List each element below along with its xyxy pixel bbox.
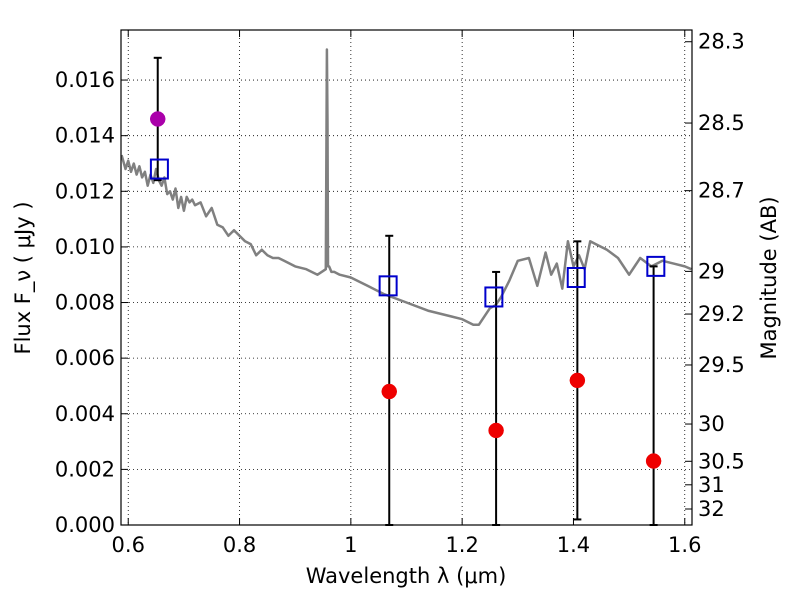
x-tick-label: 0.8: [223, 533, 256, 557]
x-tick-label: 1.4: [557, 533, 590, 557]
y-tick-label: 0.002: [55, 457, 115, 481]
y-tick-label: 0.016: [55, 68, 115, 92]
flux-point: [488, 422, 504, 439]
right-tick-label: 31: [698, 473, 725, 497]
right-axis-label: Magnitude (AB): [757, 196, 781, 359]
photometry-square: [378, 275, 398, 297]
right-tick-label: 28.3: [698, 30, 745, 54]
x-tick-label: 1.2: [445, 533, 478, 557]
y-tick-label: 0.006: [55, 346, 115, 370]
y-tick-label: 0.008: [55, 291, 115, 315]
right-tick-label: 29.2: [698, 302, 745, 326]
plot-frame: [120, 29, 693, 526]
x-tick-label: 0.6: [112, 533, 145, 557]
flux-point: [149, 111, 166, 127]
photometry-square: [566, 267, 586, 288]
right-tick-label: 29.5: [698, 353, 745, 377]
photometry-square: [149, 158, 169, 180]
series: [120, 48, 692, 526]
y-tick-label: 0.014: [55, 124, 115, 148]
right-tick-label: 29: [698, 259, 725, 283]
y-tick-label: 0.004: [55, 402, 115, 426]
x-axis-label: Wavelength λ (μm): [306, 564, 507, 588]
flux-point: [381, 383, 397, 400]
grid: [121, 30, 692, 526]
flux-point: [645, 453, 662, 469]
right-tick-label: 32: [698, 497, 725, 521]
y-tick-label: 0.010: [55, 235, 115, 259]
y-tick-label: 0.000: [55, 513, 115, 537]
y-axis-label: Flux F_ν ( μJy ): [11, 201, 36, 354]
flux-point: [569, 372, 586, 389]
right-tick-label: 28.7: [698, 179, 745, 203]
right-tick-label: 28.5: [698, 111, 745, 135]
x-tick-label: 1.6: [668, 533, 701, 557]
axes: 0.6 0.8 1 1.2 1.4 1.6 0.000 0.002 0.004 0.006 0.00…: [55, 30, 745, 557]
photometry-square: [484, 286, 504, 308]
right-tick-label: 30.5: [698, 449, 745, 473]
photometry-square: [646, 255, 666, 277]
y-tick-label: 0.012: [55, 179, 115, 203]
right-tick-label: 30: [698, 412, 725, 436]
x-tick-label: 1: [344, 533, 357, 557]
